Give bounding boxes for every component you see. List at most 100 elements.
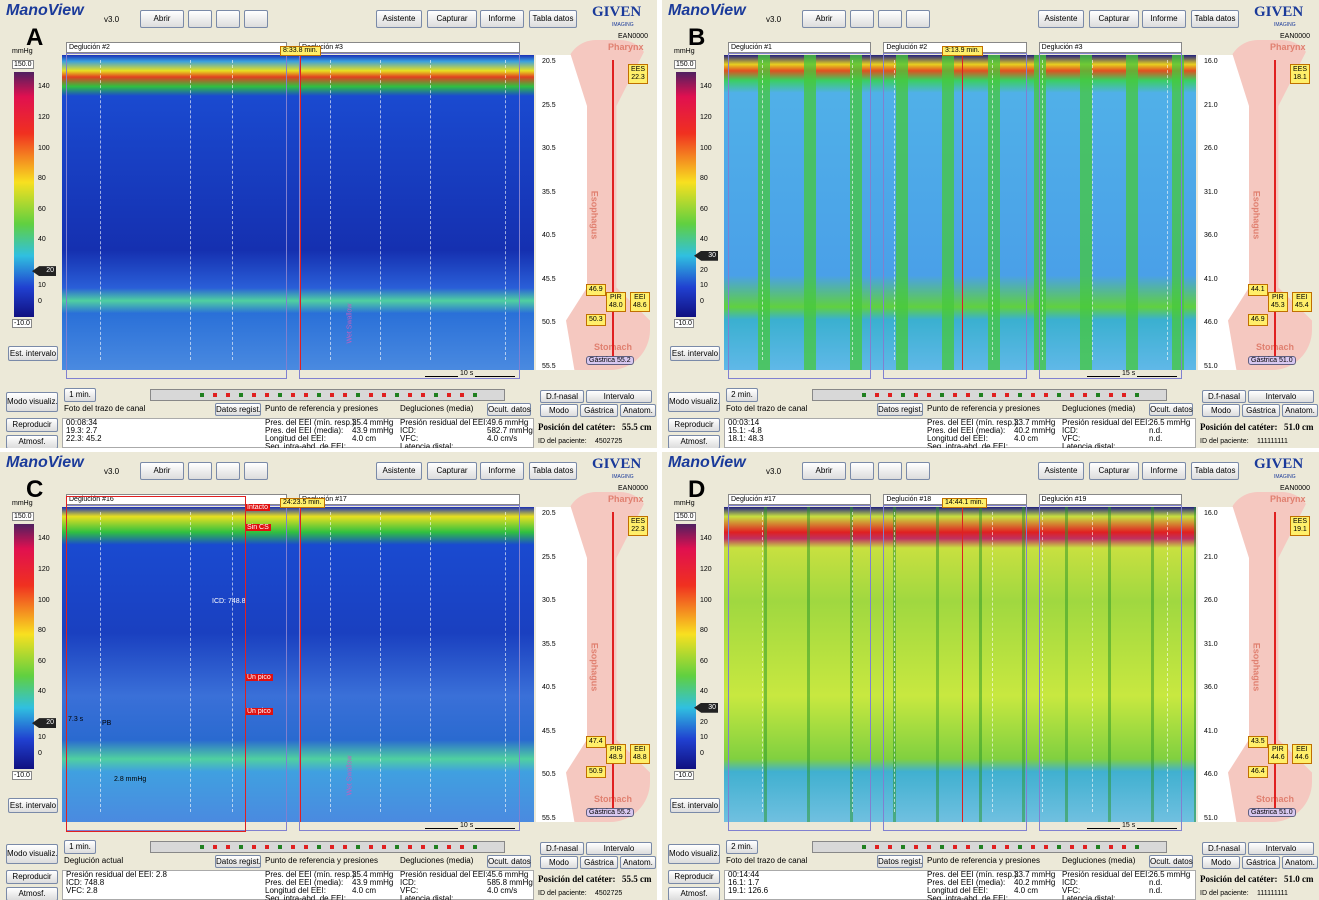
zoom-button[interactable]: [906, 10, 930, 28]
toolbar-button[interactable]: Abrir: [140, 462, 184, 480]
datos-regist-button[interactable]: Datos regist.: [215, 855, 261, 868]
right-button[interactable]: Intervalo: [586, 842, 652, 855]
datos-regist-button[interactable]: Datos regist.: [877, 403, 923, 416]
zoom-button[interactable]: [216, 10, 240, 28]
punto-title: Punto de referencia y presiones: [927, 856, 1040, 866]
toolbar-button[interactable]: Abrir: [140, 10, 184, 28]
ocult-button[interactable]: Ocult. datos: [487, 855, 531, 868]
reproducir-button[interactable]: Reproducir: [668, 418, 720, 432]
right-button[interactable]: Modo: [1202, 856, 1240, 869]
right-button[interactable]: Gástrica: [1242, 404, 1280, 417]
window-button[interactable]: 1 min.: [64, 388, 96, 402]
window-button[interactable]: 2 min.: [726, 840, 758, 854]
zoom-button[interactable]: [244, 10, 268, 28]
toolbar-button[interactable]: Capturar: [427, 10, 477, 28]
zoom-button[interactable]: [188, 10, 212, 28]
colorbar-tick: 40: [700, 235, 708, 245]
atmosf-button[interactable]: Atmosf.: [6, 887, 58, 900]
zoom-button[interactable]: [850, 462, 874, 480]
zoom-button[interactable]: [244, 462, 268, 480]
modo-visual-button[interactable]: Modo visualiz.: [668, 392, 720, 412]
toolbar-button[interactable]: Asistente: [1038, 10, 1084, 28]
timeline-dot: [1018, 393, 1022, 397]
right-button[interactable]: Modo: [1202, 404, 1240, 417]
lower-box: 50.9: [586, 766, 606, 778]
swallow-label[interactable]: Deglución #19: [1039, 494, 1182, 505]
ocult-button[interactable]: Ocult. datos: [1149, 855, 1193, 868]
modo-visual-button[interactable]: Modo visualiz.: [6, 392, 58, 412]
scale-marker: 30: [694, 251, 718, 261]
swallow-label[interactable]: Deglución #1: [728, 42, 871, 53]
toolbar-button[interactable]: Informe: [1142, 10, 1186, 28]
toolbar-button[interactable]: Tabla datos: [1191, 10, 1239, 28]
right-button[interactable]: Modo: [540, 856, 578, 869]
zoom-button[interactable]: [906, 462, 930, 480]
right-button[interactable]: Anatom.: [620, 404, 656, 417]
modo-visual-button[interactable]: Modo visualiz.: [6, 844, 58, 864]
toolbar-button[interactable]: Tabla datos: [1191, 462, 1239, 480]
right-button[interactable]: D.f-nasal: [1202, 842, 1246, 855]
timeline-dot: [200, 393, 204, 397]
colorbar-max: 150.0: [12, 60, 34, 69]
ocult-button[interactable]: Ocult. datos: [1149, 403, 1193, 416]
right-button[interactable]: Modo: [540, 404, 578, 417]
right-button[interactable]: Anatom.: [620, 856, 656, 869]
right-button[interactable]: Intervalo: [1248, 842, 1314, 855]
toolbar-button[interactable]: Abrir: [802, 462, 846, 480]
datos-regist-button[interactable]: Datos regist.: [877, 855, 923, 868]
pir-box: PIR45.3: [1268, 292, 1288, 312]
toolbar-button[interactable]: Asistente: [1038, 462, 1084, 480]
ocult-button[interactable]: Ocult. datos: [487, 403, 531, 416]
reproducir-button[interactable]: Reproducir: [6, 870, 58, 884]
zoom-button[interactable]: [878, 10, 902, 28]
right-button[interactable]: Anatom.: [1282, 404, 1318, 417]
right-button[interactable]: D.f-nasal: [1202, 390, 1246, 403]
toolbar-button[interactable]: Informe: [1142, 462, 1186, 480]
right-button[interactable]: D.f-nasal: [540, 390, 584, 403]
est-intervalo-button[interactable]: Est. intervalo: [670, 798, 720, 813]
zoom-button[interactable]: [850, 10, 874, 28]
marker-key: PIR: [609, 746, 623, 754]
datos-regist-button[interactable]: Datos regist.: [215, 403, 261, 416]
atmosf-button[interactable]: Atmosf.: [668, 435, 720, 448]
zoom-button[interactable]: [216, 462, 240, 480]
timeline-dot: [914, 845, 918, 849]
toolbar-button[interactable]: Capturar: [1089, 10, 1139, 28]
swallow-label[interactable]: Deglución #17: [728, 494, 871, 505]
toolbar-button[interactable]: Capturar: [427, 462, 477, 480]
est-intervalo-button[interactable]: Est. intervalo: [8, 346, 58, 361]
zoom-button[interactable]: [188, 462, 212, 480]
window-button[interactable]: 2 min.: [726, 388, 758, 402]
swallow-label[interactable]: Deglución #3: [299, 42, 520, 53]
toolbar-button[interactable]: Abrir: [802, 10, 846, 28]
right-button[interactable]: D.f-nasal: [540, 842, 584, 855]
swallow-label[interactable]: Deglución #2: [66, 42, 287, 53]
est-intervalo-button[interactable]: Est. intervalo: [8, 798, 58, 813]
right-button[interactable]: Intervalo: [1248, 390, 1314, 403]
toolbar-button[interactable]: Tabla datos: [529, 462, 577, 480]
atmosf-button[interactable]: Atmosf.: [6, 435, 58, 448]
est-intervalo-button[interactable]: Est. intervalo: [670, 346, 720, 361]
right-button[interactable]: Anatom.: [1282, 856, 1318, 869]
swallow-label[interactable]: Deglución #17: [299, 494, 520, 505]
toolbar-button[interactable]: Capturar: [1089, 462, 1139, 480]
zoom-button[interactable]: [878, 462, 902, 480]
toolbar-button[interactable]: Informe: [480, 10, 524, 28]
reproducir-button[interactable]: Reproducir: [668, 870, 720, 884]
right-button[interactable]: Gástrica: [580, 404, 618, 417]
right-button[interactable]: Intervalo: [586, 390, 652, 403]
marker-key: PIR: [1271, 294, 1285, 302]
reproducir-button[interactable]: Reproducir: [6, 418, 58, 432]
swallow-label[interactable]: Deglución #3: [1039, 42, 1182, 53]
colorbar-tick: 60: [700, 205, 708, 215]
time-label: 24:23.5 min.: [280, 498, 325, 508]
atmosf-button[interactable]: Atmosf.: [668, 887, 720, 900]
right-button[interactable]: Gástrica: [1242, 856, 1280, 869]
toolbar-button[interactable]: Asistente: [376, 10, 422, 28]
window-button[interactable]: 1 min.: [64, 840, 96, 854]
toolbar-button[interactable]: Asistente: [376, 462, 422, 480]
toolbar-button[interactable]: Tabla datos: [529, 10, 577, 28]
right-button[interactable]: Gástrica: [580, 856, 618, 869]
toolbar-button[interactable]: Informe: [480, 462, 524, 480]
modo-visual-button[interactable]: Modo visualiz.: [668, 844, 720, 864]
